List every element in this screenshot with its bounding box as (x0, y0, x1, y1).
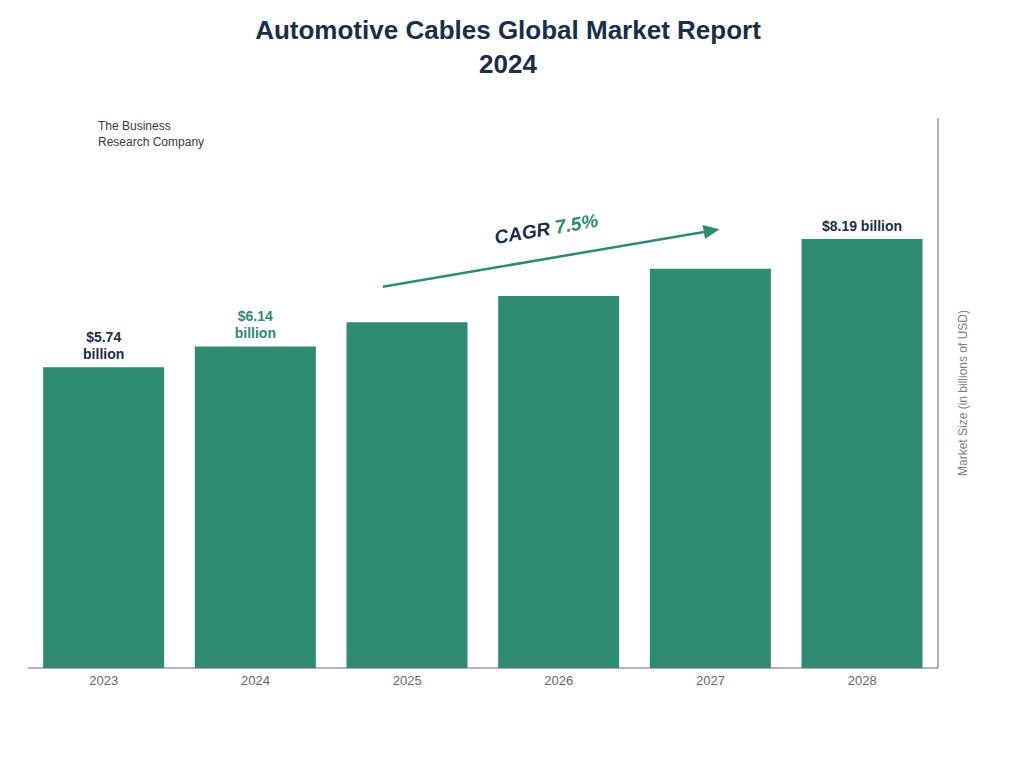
svg-text:2026: 2026 (544, 673, 573, 688)
html-text:2024: 2024 (479, 48, 537, 79)
svg-text:2024: 2024 (241, 673, 270, 688)
html-text:The Business: The Business (98, 118, 171, 133)
svg-text:CAGR 7.5%: CAGR 7.5% (493, 209, 600, 247)
svg-text:2027: 2027 (696, 673, 725, 688)
svg-text:Market Size (in billions of US: Market Size (in billions of USD) (956, 310, 970, 476)
html-text:Research Company: Research Company (98, 134, 205, 149)
svg-text:$8.19 billion: $8.19 billion (822, 218, 902, 234)
svg-text:2028: 2028 (848, 673, 877, 688)
html-text:Automotive Cables Global Marke: Automotive Cables Global Market Report (255, 15, 761, 45)
svg-text:$6.14billion: $6.14billion (235, 308, 276, 341)
svg-text:2025: 2025 (393, 673, 422, 688)
svg-text:2023: 2023 (89, 673, 118, 688)
svg-text:$5.74billion: $5.74billion (83, 329, 124, 362)
